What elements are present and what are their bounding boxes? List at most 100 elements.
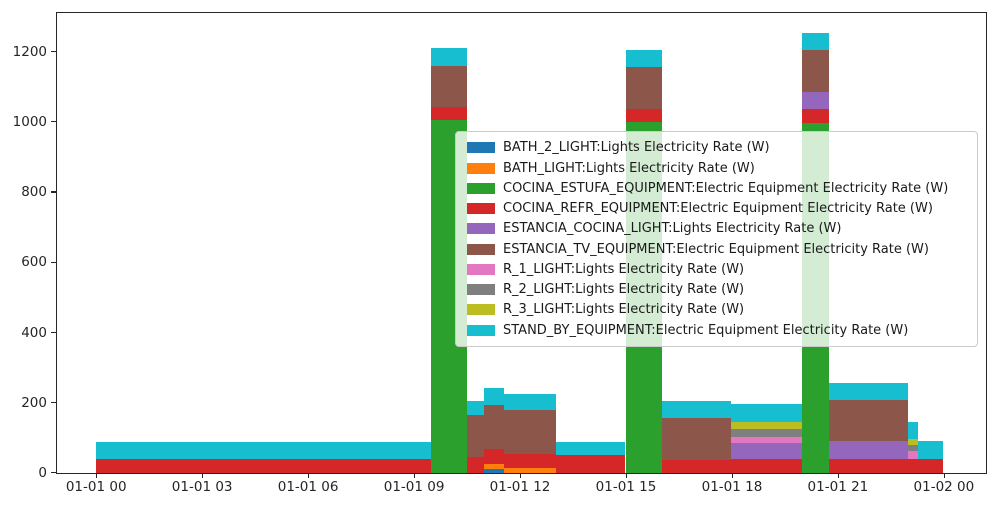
legend-swatch-BATH_2: [467, 142, 495, 154]
y-tick-label: 400: [21, 324, 47, 341]
x-tick-mark: [731, 473, 734, 478]
legend-row: COCINA_REFR_EQUIPMENT:Electric Equipment…: [456, 201, 977, 216]
x-tick-label: 01-01 12: [489, 478, 551, 495]
legend-swatch-STANDBY: [467, 324, 495, 336]
x-tick-label: 01-02 00: [913, 478, 975, 495]
legend-swatch-EST_TV: [467, 243, 495, 255]
legend-label: STAND_BY_EQUIPMENT:Electric Equipment El…: [503, 322, 909, 338]
legend-label: COCINA_REFR_EQUIPMENT:Electric Equipment…: [503, 201, 933, 217]
legend-label: R_3_LIGHT:Lights Electricity Rate (W): [503, 302, 745, 318]
legend-swatch-EST_COCINA: [467, 223, 495, 235]
bar-segment-EST_TV: [504, 410, 556, 454]
bar-segment-STANDBY: [484, 387, 505, 406]
bar-segment-STANDBY: [95, 441, 432, 459]
bar-segment-REFR: [504, 453, 556, 468]
x-tick-mark: [626, 473, 628, 478]
legend-row: BATH_2_LIGHT:Lights Electricity Rate (W): [456, 140, 977, 155]
y-tick-label: 800: [21, 184, 47, 201]
x-tick-label: 01-01 06: [277, 478, 339, 495]
bar-segment-R3: [731, 421, 803, 429]
x-tick-mark: [414, 473, 416, 478]
bar-segment-REFR: [908, 458, 918, 473]
y-tick-mark: [50, 261, 56, 263]
plot-area: [55, 11, 987, 474]
y-tick-label: 600: [21, 254, 47, 271]
bar-segment-REFR: [731, 458, 803, 473]
legend-swatch-REFR: [467, 203, 495, 215]
legend-row: STAND_BY_EQUIPMENT:Electric Equipment El…: [456, 323, 977, 338]
legend-row: R_1_LIGHT:Lights Electricity Rate (W): [456, 262, 977, 277]
bar-segment-EST_TV: [466, 414, 485, 457]
bar-segment-STANDBY: [555, 441, 626, 455]
bar-segment-EST_TV: [484, 405, 505, 449]
bar-segment-STANDBY: [828, 383, 909, 400]
y-tick-mark: [50, 472, 56, 474]
bar-segment-BATH: [504, 467, 556, 473]
bar-segment-STANDBY: [661, 400, 732, 419]
legend-row: ESTANCIA_COCINA_LIGHT:Lights Electricity…: [456, 221, 977, 236]
bar-segment-EST_TV: [828, 399, 909, 441]
bar-segment-REFR: [625, 109, 662, 122]
bar-segment-R2: [731, 428, 803, 438]
bar-segment-STANDBY: [466, 400, 485, 415]
bar-segment-REFR: [466, 456, 485, 473]
legend-label: R_2_LIGHT:Lights Electricity Rate (W): [503, 282, 745, 298]
legend-swatch-R2: [467, 284, 495, 296]
y-tick-mark: [50, 51, 56, 53]
legend-row: COCINA_ESTUFA_EQUIPMENT:Electric Equipme…: [456, 181, 977, 196]
x-tick-mark: [308, 473, 310, 478]
x-tick-mark: [520, 473, 522, 478]
legend-label: ESTANCIA_TV_EQUIPMENT:Electric Equipment…: [503, 241, 929, 257]
bar-segment-EST_COCINA: [828, 440, 909, 459]
bar-segment-R1: [908, 450, 918, 459]
x-tick-label: 01-01 00: [65, 478, 127, 495]
x-tick-mark: [837, 473, 840, 478]
bar-segment-BATH: [484, 463, 505, 469]
legend-row: ESTANCIA_TV_EQUIPMENT:Electric Equipment…: [456, 242, 977, 257]
bar-segment-EST_TV: [431, 65, 467, 108]
x-tick-label: 01-01 21: [807, 478, 869, 495]
x-tick-mark: [943, 473, 946, 478]
y-tick-mark: [50, 121, 56, 123]
legend-row: R_3_LIGHT:Lights Electricity Rate (W): [456, 302, 977, 317]
bar-segment-STANDBY: [625, 49, 662, 67]
y-tick-mark: [50, 191, 56, 193]
bar-segment-STANDBY: [731, 403, 803, 422]
legend-label: ESTANCIA_COCINA_LIGHT:Lights Electricity…: [503, 221, 842, 237]
legend-swatch-R1: [467, 263, 495, 275]
bar-segment-EST_COCINA: [802, 91, 829, 110]
y-tick-mark: [50, 331, 56, 334]
x-tick-label: 01-01 09: [383, 478, 445, 495]
bar-segment-STANDBY: [802, 32, 829, 50]
bar-segment-REFR: [95, 458, 432, 473]
bar-segment-EST_TV: [802, 49, 829, 92]
bar-segment-BATH_2: [484, 469, 505, 473]
x-tick-mark: [202, 473, 204, 478]
legend-label: BATH_LIGHT:Lights Electricity Rate (W): [503, 160, 755, 176]
y-tick-label: 0: [38, 465, 47, 481]
bar-segment-EST_TV: [625, 66, 662, 110]
y-tick-label: 1000: [12, 114, 47, 130]
legend-label: COCINA_ESTUFA_EQUIPMENT:Electric Equipme…: [503, 180, 949, 196]
legend: BATH_2_LIGHT:Lights Electricity Rate (W)…: [455, 131, 978, 347]
bar-segment-REFR: [661, 460, 732, 473]
legend-label: BATH_2_LIGHT:Lights Electricity Rate (W): [503, 140, 770, 156]
bar-segment-REFR: [917, 458, 944, 473]
bar-segment-REFR: [802, 109, 829, 123]
bar-segment-R1: [731, 437, 803, 443]
y-tick-mark: [50, 402, 56, 404]
bar-segment-R2: [908, 444, 918, 451]
bar-segment-REFR: [828, 458, 909, 473]
bar-segment-STANDBY: [917, 440, 944, 459]
y-tick-label: 200: [21, 394, 47, 411]
x-tick-label: 01-01 15: [595, 478, 657, 495]
bar-segment-REFR: [431, 107, 467, 120]
legend-swatch-BATH: [467, 162, 495, 174]
bar-segment-EST_TV: [661, 418, 732, 461]
bar-segment-R3: [908, 439, 918, 445]
x-tick-label: 01-01 03: [171, 478, 233, 495]
legend-label: R_1_LIGHT:Lights Electricity Rate (W): [503, 261, 745, 277]
bar-segment-STANDBY: [908, 422, 918, 440]
bar-segment-STANDBY: [504, 393, 556, 411]
